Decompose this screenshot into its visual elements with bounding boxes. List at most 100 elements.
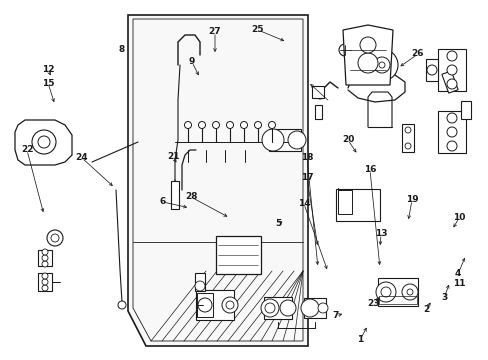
Circle shape xyxy=(378,62,384,68)
Circle shape xyxy=(226,121,233,129)
Bar xyxy=(314,105,321,119)
Circle shape xyxy=(375,282,395,302)
Polygon shape xyxy=(342,25,392,85)
Text: 4: 4 xyxy=(454,270,460,279)
Circle shape xyxy=(268,121,275,129)
Text: 22: 22 xyxy=(20,145,33,154)
Circle shape xyxy=(380,287,390,297)
Text: 27: 27 xyxy=(208,27,221,36)
Circle shape xyxy=(359,37,375,53)
Circle shape xyxy=(301,299,318,317)
Text: 21: 21 xyxy=(166,153,179,162)
Circle shape xyxy=(198,298,212,312)
Circle shape xyxy=(42,279,48,285)
Bar xyxy=(304,298,325,318)
Text: 18: 18 xyxy=(300,153,313,162)
Circle shape xyxy=(198,121,205,129)
Text: 2: 2 xyxy=(422,306,428,315)
Bar xyxy=(378,296,416,304)
Text: 13: 13 xyxy=(374,230,386,238)
Circle shape xyxy=(338,44,350,56)
Circle shape xyxy=(426,65,436,75)
Circle shape xyxy=(118,301,126,309)
Text: 15: 15 xyxy=(41,78,54,87)
Text: 3: 3 xyxy=(440,293,446,302)
Bar xyxy=(268,129,301,151)
Text: 19: 19 xyxy=(405,195,417,204)
Bar xyxy=(425,59,437,81)
Circle shape xyxy=(446,127,456,137)
Circle shape xyxy=(32,130,56,154)
Text: 5: 5 xyxy=(274,220,281,229)
Circle shape xyxy=(47,230,63,246)
Circle shape xyxy=(195,281,204,291)
Circle shape xyxy=(446,51,456,61)
Bar xyxy=(335,189,379,221)
Bar xyxy=(437,111,465,153)
Circle shape xyxy=(264,303,274,313)
Text: 10: 10 xyxy=(452,213,464,222)
Circle shape xyxy=(222,297,238,313)
Circle shape xyxy=(401,284,417,300)
Text: 1: 1 xyxy=(356,336,363,345)
Bar xyxy=(311,86,324,98)
Bar xyxy=(337,190,351,214)
Text: 20: 20 xyxy=(341,135,353,144)
Polygon shape xyxy=(128,15,307,346)
Circle shape xyxy=(287,131,305,149)
Bar xyxy=(401,124,413,152)
Circle shape xyxy=(406,289,412,295)
Circle shape xyxy=(38,136,50,148)
Bar xyxy=(264,297,291,319)
Circle shape xyxy=(404,127,410,133)
Circle shape xyxy=(446,141,456,151)
Circle shape xyxy=(262,129,284,151)
Circle shape xyxy=(254,121,261,129)
Text: 24: 24 xyxy=(76,153,88,162)
Circle shape xyxy=(280,300,295,316)
Circle shape xyxy=(225,301,234,309)
Text: 16: 16 xyxy=(363,166,375,175)
Circle shape xyxy=(42,249,48,255)
Text: 11: 11 xyxy=(452,279,464,288)
Circle shape xyxy=(42,255,48,261)
Text: 7: 7 xyxy=(332,311,339,320)
Circle shape xyxy=(51,234,59,242)
Bar xyxy=(38,250,52,266)
Text: 28: 28 xyxy=(184,193,197,202)
Circle shape xyxy=(357,53,377,73)
Bar xyxy=(196,290,234,320)
Circle shape xyxy=(42,273,48,279)
Bar xyxy=(171,181,179,209)
Circle shape xyxy=(212,121,219,129)
Circle shape xyxy=(446,79,456,89)
Bar xyxy=(38,273,52,291)
Polygon shape xyxy=(15,120,72,165)
Text: 6: 6 xyxy=(160,198,166,207)
Text: 12: 12 xyxy=(41,66,54,75)
Bar xyxy=(441,71,457,93)
Circle shape xyxy=(365,49,397,81)
Bar xyxy=(460,101,470,119)
Text: 17: 17 xyxy=(300,174,313,183)
Bar xyxy=(215,236,260,274)
Bar xyxy=(437,49,465,91)
Circle shape xyxy=(261,299,279,317)
Text: 9: 9 xyxy=(188,58,195,67)
Text: 23: 23 xyxy=(367,298,380,307)
Circle shape xyxy=(184,121,191,129)
Circle shape xyxy=(315,91,324,99)
Text: 8: 8 xyxy=(119,45,125,54)
Text: 26: 26 xyxy=(411,49,424,58)
Circle shape xyxy=(404,143,410,149)
Bar xyxy=(197,293,213,317)
Circle shape xyxy=(446,65,456,75)
Circle shape xyxy=(42,261,48,267)
Circle shape xyxy=(446,113,456,123)
Circle shape xyxy=(317,303,327,313)
Bar xyxy=(195,273,204,291)
Circle shape xyxy=(42,285,48,291)
Circle shape xyxy=(240,121,247,129)
Text: 25: 25 xyxy=(251,26,264,35)
Circle shape xyxy=(373,57,389,73)
